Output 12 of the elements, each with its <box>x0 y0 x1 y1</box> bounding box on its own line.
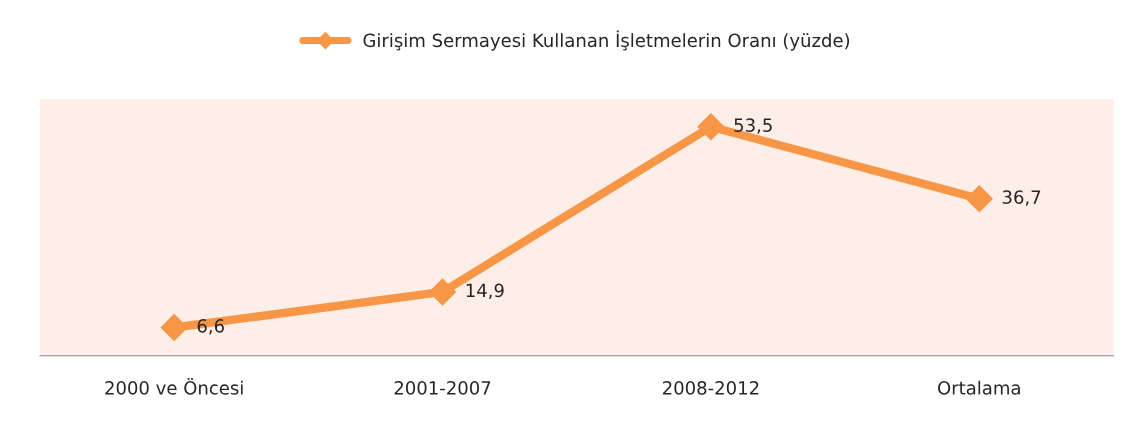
x-tick-label: 2000 ve Öncesi <box>105 378 243 395</box>
data-label: 36,7 <box>1002 190 1041 206</box>
point <box>965 185 993 213</box>
data-label: 53,5 <box>734 118 772 134</box>
x-tick-label: 2008-2012 <box>663 381 759 395</box>
point <box>160 314 188 341</box>
data-label: 14,9 <box>466 283 504 300</box>
x-tick-label: 2001-2007 <box>394 381 491 395</box>
x-tick-label: Ortalama <box>938 380 1020 395</box>
legend-label: Girişim Sermayesi Kullanan İşletmelerin Oranı (yüzde) <box>363 30 850 51</box>
point <box>429 278 456 306</box>
point <box>697 113 725 141</box>
